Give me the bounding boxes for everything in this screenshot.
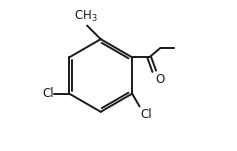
Text: CH$_3$: CH$_3$ bbox=[74, 9, 98, 24]
Text: Cl: Cl bbox=[140, 108, 152, 121]
Text: Cl: Cl bbox=[42, 87, 54, 100]
Text: O: O bbox=[155, 73, 164, 86]
